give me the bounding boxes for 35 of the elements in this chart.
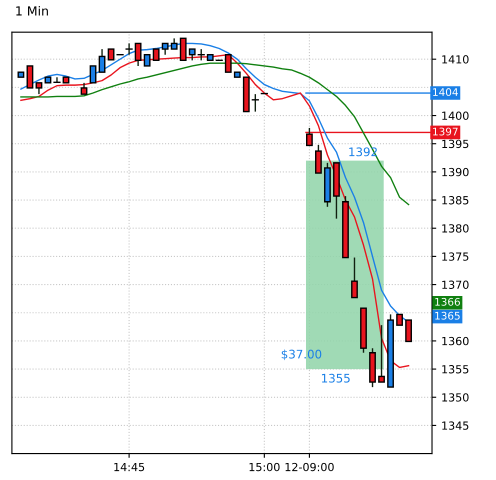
annotation: 1355 [322,374,350,383]
y-tick-label: 1350 [442,393,469,402]
annotation: $37.00 [282,349,322,360]
y-tick-label: 1385 [442,196,468,204]
ref-line-label: 1404 [433,88,458,96]
candlestick [315,144,322,174]
candlestick [98,48,106,73]
text: 1366 [435,298,460,306]
y-tick-label: 1400 [442,112,469,120]
candlestick [351,256,358,298]
y-tick-label: 1360 [442,336,469,346]
y-tick-label: 1395 [442,140,468,148]
candlestick [405,319,412,342]
y-tick-label: 1345 [442,421,468,430]
chart-title: 1 Min [16,6,48,16]
y-tick-label: 1380 [442,224,469,233]
text: 1365 [435,312,460,320]
x-tick-label: 14:45 [114,462,144,472]
candlestick [188,48,196,62]
line-series [20,62,410,206]
candlestick [26,65,34,89]
candlestick [90,65,96,84]
candlestick [80,82,88,95]
candlestick [108,48,114,60]
y-tick-label: 1390 [442,168,469,176]
candlestick [36,82,42,95]
candlestick [396,314,403,326]
y-tick-label: 1375 [442,252,468,261]
y-tick-label: 1370 [442,280,469,289]
ref-line-label: 1397 [433,128,458,136]
y-tick-label: 1410 [442,55,469,64]
x-tick-label: 12-09:00 [286,462,334,472]
y-tick-label: 1355 [442,365,468,374]
candlestick [144,54,151,67]
x-tick-label: 15:00 [250,462,280,472]
